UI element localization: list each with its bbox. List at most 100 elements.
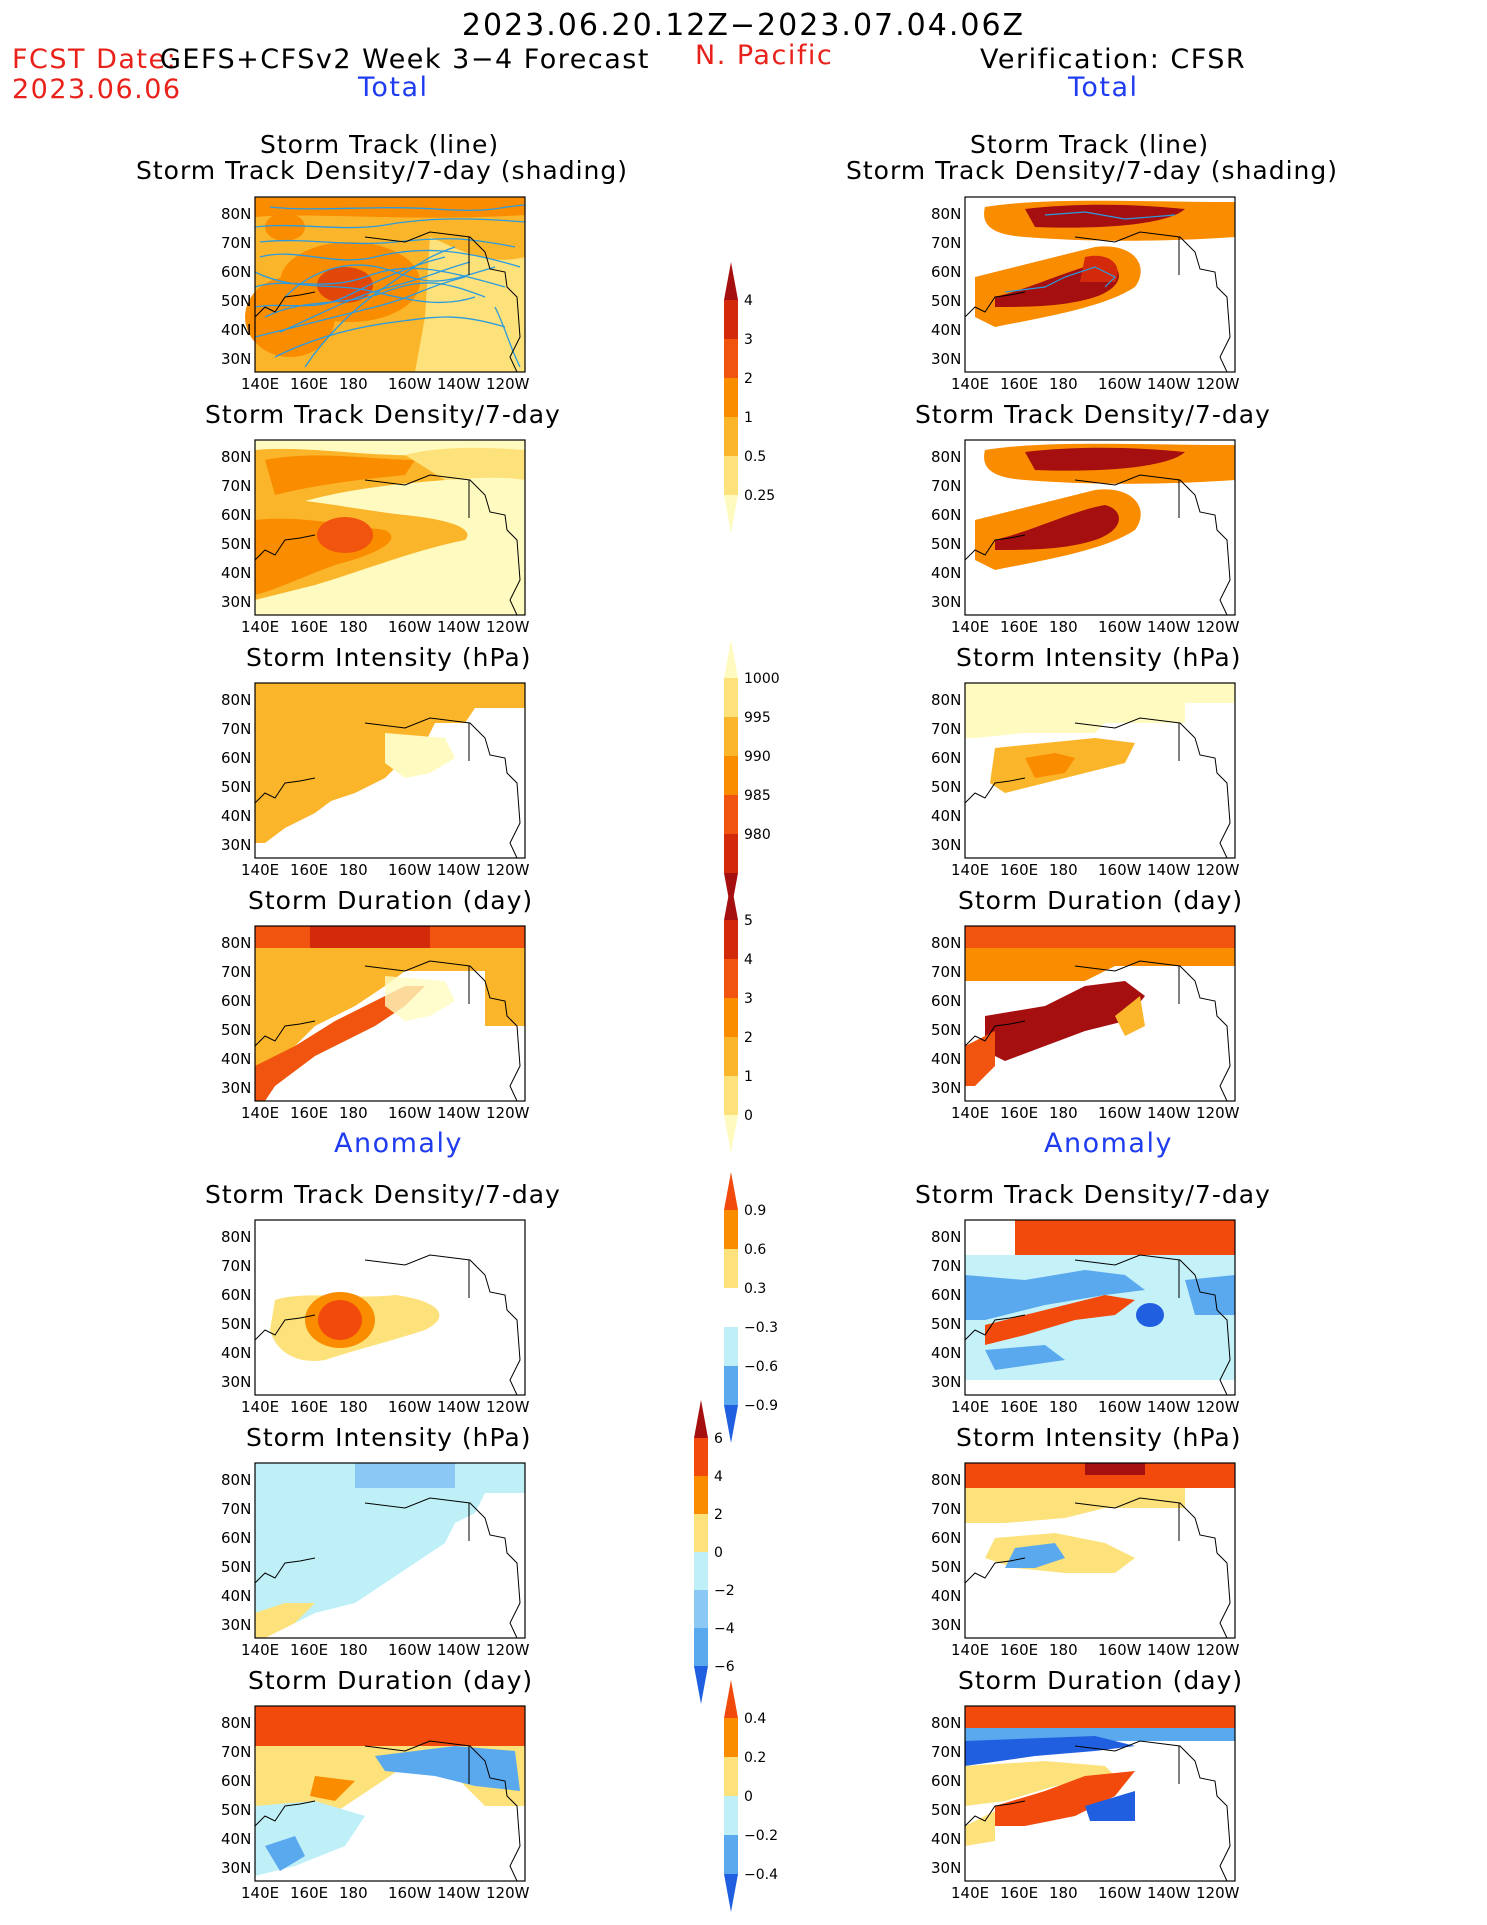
colorbar-bottom-arrow [724, 1405, 738, 1443]
colorbar-tick-label: 3 [744, 991, 753, 1007]
lon-tick-label: 140W [437, 861, 481, 879]
lon-tick-label: 180 [1049, 861, 1078, 879]
colorbar-tick-label: 990 [744, 749, 771, 765]
colorbar-tick-label: 1 [744, 410, 753, 426]
colorbar-tick-label: 2 [744, 371, 753, 387]
lon-tick-label: 140W [1147, 1104, 1191, 1122]
lon-tick-label: 180 [1049, 1884, 1078, 1902]
colorbar-tick-label: 0.5 [744, 449, 766, 465]
lat-tick-label: 80N [221, 934, 252, 952]
lon-tick-label: 160W [388, 1398, 432, 1416]
lon-tick-label: 120W [486, 1104, 530, 1122]
colorbar-tick-label: −0.4 [744, 1867, 778, 1883]
colorbar-tick-label: −0.6 [744, 1359, 778, 1375]
colorbar-segment [724, 678, 738, 717]
lon-tick-label: 160E [1000, 1104, 1039, 1122]
lat-tick-label: 30N [221, 1079, 252, 1097]
lat-tick-label: 40N [221, 321, 252, 339]
map-left-anom-density [254, 1219, 526, 1396]
lat-tick-label: 70N [931, 720, 962, 738]
lat-tick-label: 50N [221, 292, 252, 310]
lat-tick-label: 60N [931, 1529, 962, 1547]
lat-tick-label: 30N [931, 1373, 962, 1391]
lat-tick-label: 70N [931, 234, 962, 252]
colorbar-tick-label: 1000 [744, 671, 780, 687]
lat-tick-label: 40N [931, 1830, 962, 1848]
lat-tick-label: 50N [931, 1558, 962, 1576]
colorbar-segment [724, 1835, 738, 1874]
lat-tick-label: 30N [931, 1079, 962, 1097]
total-label-left: Total [358, 72, 429, 103]
lon-tick-label: 180 [339, 861, 368, 879]
right-intensity-title: Storm Intensity (hPa) [956, 643, 1242, 672]
lon-tick-label: 160W [388, 1104, 432, 1122]
map-left-track [245, 196, 526, 373]
colorbar-tick-label: 5 [744, 913, 753, 929]
lat-tick-label: 30N [221, 1859, 252, 1877]
lon-tick-label: 140E [951, 1884, 990, 1902]
lat-tick-label: 70N [931, 477, 962, 495]
lat-tick-label: 60N [931, 506, 962, 524]
lon-tick-label: 140W [437, 1104, 481, 1122]
lon-tick-label: 160W [1098, 1398, 1142, 1416]
lon-tick-label: 160W [388, 1884, 432, 1902]
colorbar-segment [694, 1514, 708, 1552]
lon-tick-label: 120W [1196, 861, 1240, 879]
map-left-anom-intensity [254, 1462, 526, 1639]
right-track-line-title: Storm Track (line) [970, 130, 1210, 159]
colorbar-segment [724, 1249, 738, 1288]
lon-tick-label: 160W [1098, 1104, 1142, 1122]
lon-tick-label: 120W [1196, 1641, 1240, 1659]
lat-tick-label: 30N [221, 350, 252, 368]
lon-tick-label: 140E [241, 1884, 280, 1902]
lat-tick-label: 60N [931, 992, 962, 1010]
period-title: 2023.06.20.12Z−2023.07.04.06Z [461, 8, 1026, 43]
lon-tick-label: 120W [486, 618, 530, 636]
map-left-density [254, 439, 526, 616]
lon-tick-label: 180 [1049, 1104, 1078, 1122]
lat-tick-label: 80N [221, 1471, 252, 1489]
lon-tick-label: 140W [1147, 1641, 1191, 1659]
lat-tick-label: 30N [931, 1616, 962, 1634]
lon-tick-label: 160E [1000, 375, 1039, 393]
lat-tick-label: 80N [931, 934, 962, 952]
left-intensity-title: Storm Intensity (hPa) [246, 643, 532, 672]
colorbar-bottom-arrow [724, 495, 738, 533]
lat-tick-label: 30N [931, 1859, 962, 1877]
lat-tick-label: 60N [221, 263, 252, 281]
colorbar-tick-label: 4 [714, 1469, 723, 1485]
left-anom-density-title: Storm Track Density/7-day [205, 1180, 561, 1209]
lon-tick-label: 160W [1098, 618, 1142, 636]
lon-tick-label: 140W [1147, 1398, 1191, 1416]
lat-tick-label: 30N [221, 593, 252, 611]
lat-tick-label: 70N [931, 1500, 962, 1518]
colorbar-tick-label: 0.2 [744, 1750, 766, 1766]
colorbar-segment [724, 1327, 738, 1366]
lon-tick-label: 140E [241, 1398, 280, 1416]
lat-tick-label: 50N [221, 535, 252, 553]
lon-tick-label: 160E [1000, 1884, 1039, 1902]
left-duration-title: Storm Duration (day) [248, 886, 534, 915]
lat-tick-label: 40N [221, 807, 252, 825]
lat-tick-label: 50N [221, 1315, 252, 1333]
colorbar-top-arrow [724, 1172, 738, 1210]
colorbar-tick-label: 3 [744, 332, 753, 348]
colorbar-duration-anomaly: 0.4 0.2 0 −0.2 −0.4 [724, 1680, 778, 1912]
lat-tick-label: 40N [221, 1050, 252, 1068]
lon-tick-label: 180 [1049, 618, 1078, 636]
lat-tick-label: 30N [221, 836, 252, 854]
lat-tick-label: 60N [931, 1286, 962, 1304]
colorbar-tick-label: 0 [744, 1789, 753, 1805]
lon-tick-label: 140W [1147, 618, 1191, 636]
colorbar-segment [724, 300, 738, 339]
lat-tick-label: 60N [221, 992, 252, 1010]
lon-tick-label: 140E [241, 375, 280, 393]
lat-tick-label: 80N [931, 1471, 962, 1489]
lat-tick-label: 60N [931, 1772, 962, 1790]
lon-tick-label: 140W [1147, 375, 1191, 393]
map-right-anom-density [964, 1219, 1236, 1396]
colorbar-density-anomaly: 0.9 0.6 0.3 −0.3 −0.6 −0.9 [724, 1172, 778, 1443]
colorbar-intensity-anomaly: 6 4 2 0 −2 −4 −6 [694, 1400, 735, 1704]
lon-tick-label: 120W [486, 861, 530, 879]
lon-tick-label: 160W [388, 375, 432, 393]
